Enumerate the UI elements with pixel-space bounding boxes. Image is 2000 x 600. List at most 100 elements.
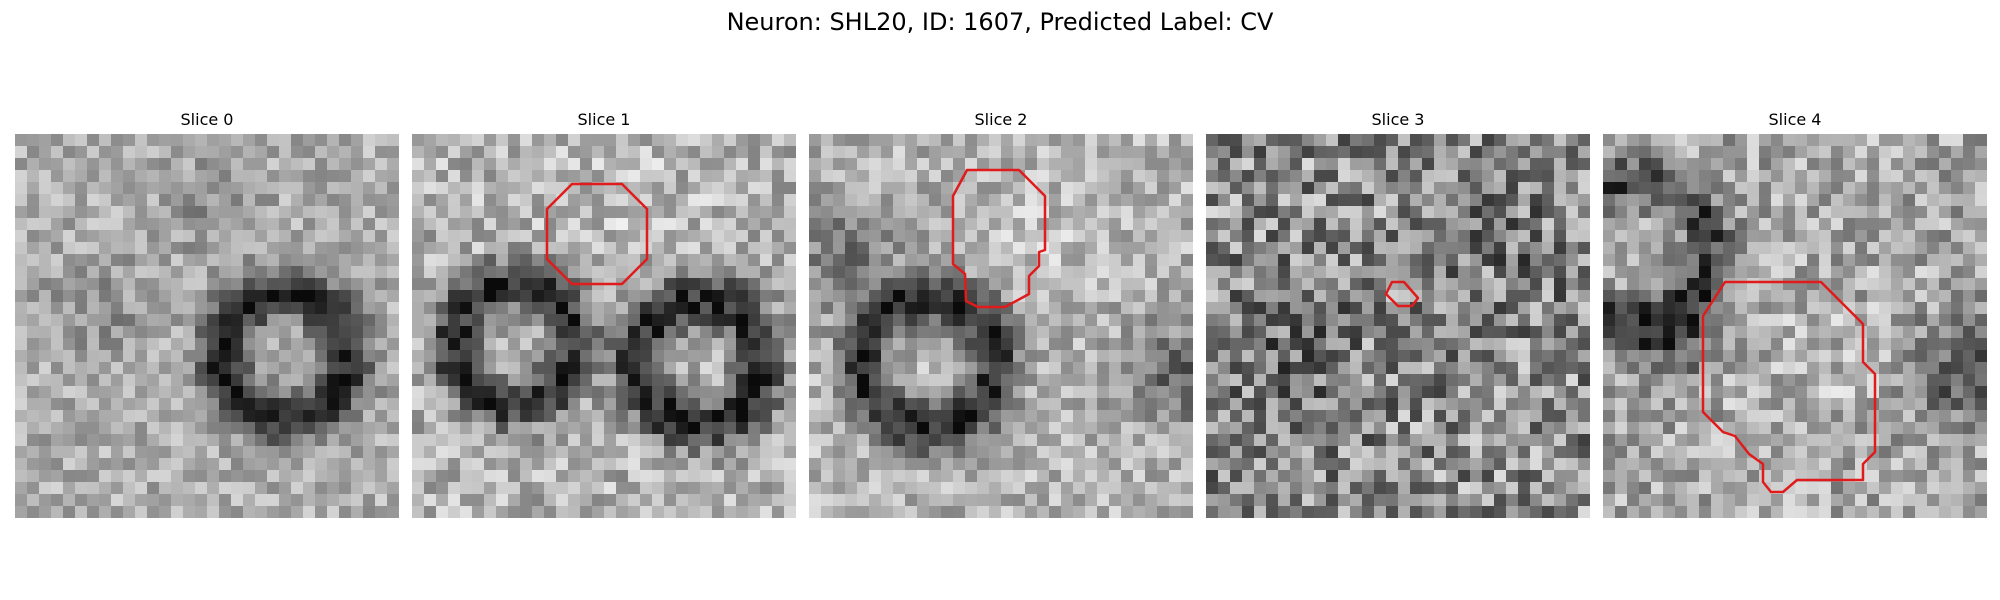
image-pixel (1386, 386, 1398, 398)
image-pixel (412, 266, 424, 278)
image-pixel (1061, 158, 1073, 170)
image-pixel (1446, 350, 1458, 362)
image-pixel (784, 266, 796, 278)
image-pixel (27, 230, 39, 242)
image-pixel (412, 254, 424, 266)
image-pixel (436, 374, 448, 386)
image-pixel (1783, 410, 1795, 422)
image-pixel (640, 386, 652, 398)
image-pixel (171, 206, 183, 218)
image-pixel (1410, 506, 1422, 518)
image-pixel (1807, 134, 1819, 146)
image-pixel (1855, 362, 1867, 374)
image-pixel (941, 290, 953, 302)
image-pixel (1206, 314, 1218, 326)
image-pixel (1723, 302, 1735, 314)
image-pixel (1927, 230, 1939, 242)
image-pixel (532, 254, 544, 266)
image-pixel (1145, 182, 1157, 194)
image-pixel (929, 134, 941, 146)
image-pixel (1362, 350, 1374, 362)
image-pixel (736, 350, 748, 362)
image-pixel (1302, 362, 1314, 374)
image-pixel (255, 254, 267, 266)
image-pixel (977, 290, 989, 302)
image-pixel (1615, 218, 1627, 230)
image-pixel (39, 182, 51, 194)
image-pixel (664, 458, 676, 470)
image-pixel (1951, 434, 1963, 446)
image-pixel (327, 158, 339, 170)
image-pixel (496, 194, 508, 206)
image-pixel (1374, 338, 1386, 350)
image-pixel (544, 434, 556, 446)
image-pixel (387, 170, 399, 182)
image-pixel (15, 218, 27, 230)
image-pixel (1206, 194, 1218, 206)
image-pixel (1566, 458, 1578, 470)
image-pixel (1230, 410, 1242, 422)
image-pixel (772, 134, 784, 146)
image-pixel (496, 170, 508, 182)
image-pixel (460, 254, 472, 266)
image-pixel (1290, 182, 1302, 194)
image-pixel (1615, 242, 1627, 254)
image-pixel (424, 410, 436, 422)
image-pixel (664, 494, 676, 506)
image-pixel (1013, 314, 1025, 326)
image-pixel (1073, 434, 1085, 446)
image-pixel (1771, 446, 1783, 458)
image-pixel (724, 146, 736, 158)
image-pixel (833, 254, 845, 266)
image-pixel (375, 326, 387, 338)
image-pixel (1735, 410, 1747, 422)
image-pixel (267, 422, 279, 434)
image-pixel (135, 482, 147, 494)
image-pixel (387, 134, 399, 146)
image-pixel (219, 194, 231, 206)
image-pixel (568, 134, 580, 146)
image-pixel (628, 506, 640, 518)
image-pixel (532, 350, 544, 362)
image-pixel (1386, 350, 1398, 362)
image-pixel (1097, 314, 1109, 326)
image-pixel (291, 398, 303, 410)
image-pixel (27, 218, 39, 230)
image-pixel (833, 182, 845, 194)
image-pixel (1939, 278, 1951, 290)
image-pixel (267, 134, 279, 146)
image-pixel (652, 434, 664, 446)
image-pixel (1398, 494, 1410, 506)
image-pixel (1639, 146, 1651, 158)
image-pixel (604, 158, 616, 170)
image-pixel (1073, 146, 1085, 158)
image-pixel (712, 218, 724, 230)
image-pixel (1338, 182, 1350, 194)
image-pixel (688, 278, 700, 290)
image-pixel (1290, 158, 1302, 170)
image-pixel (1927, 254, 1939, 266)
image-pixel (255, 242, 267, 254)
image-pixel (1603, 242, 1615, 254)
image-pixel (436, 254, 448, 266)
image-pixel (1133, 158, 1145, 170)
image-pixel (1807, 278, 1819, 290)
image-pixel (207, 386, 219, 398)
image-pixel (1711, 242, 1723, 254)
image-pixel (1951, 278, 1963, 290)
image-pixel (1482, 314, 1494, 326)
image-pixel (724, 458, 736, 470)
image-pixel (484, 446, 496, 458)
image-pixel (784, 254, 796, 266)
image-pixel (676, 314, 688, 326)
image-pixel (1025, 158, 1037, 170)
image-pixel (1230, 278, 1242, 290)
image-pixel (1350, 134, 1362, 146)
image-pixel (568, 206, 580, 218)
image-pixel (1963, 146, 1975, 158)
image-pixel (652, 266, 664, 278)
image-pixel (147, 182, 159, 194)
image-pixel (1314, 374, 1326, 386)
image-pixel (917, 494, 929, 506)
image-pixel (1615, 206, 1627, 218)
